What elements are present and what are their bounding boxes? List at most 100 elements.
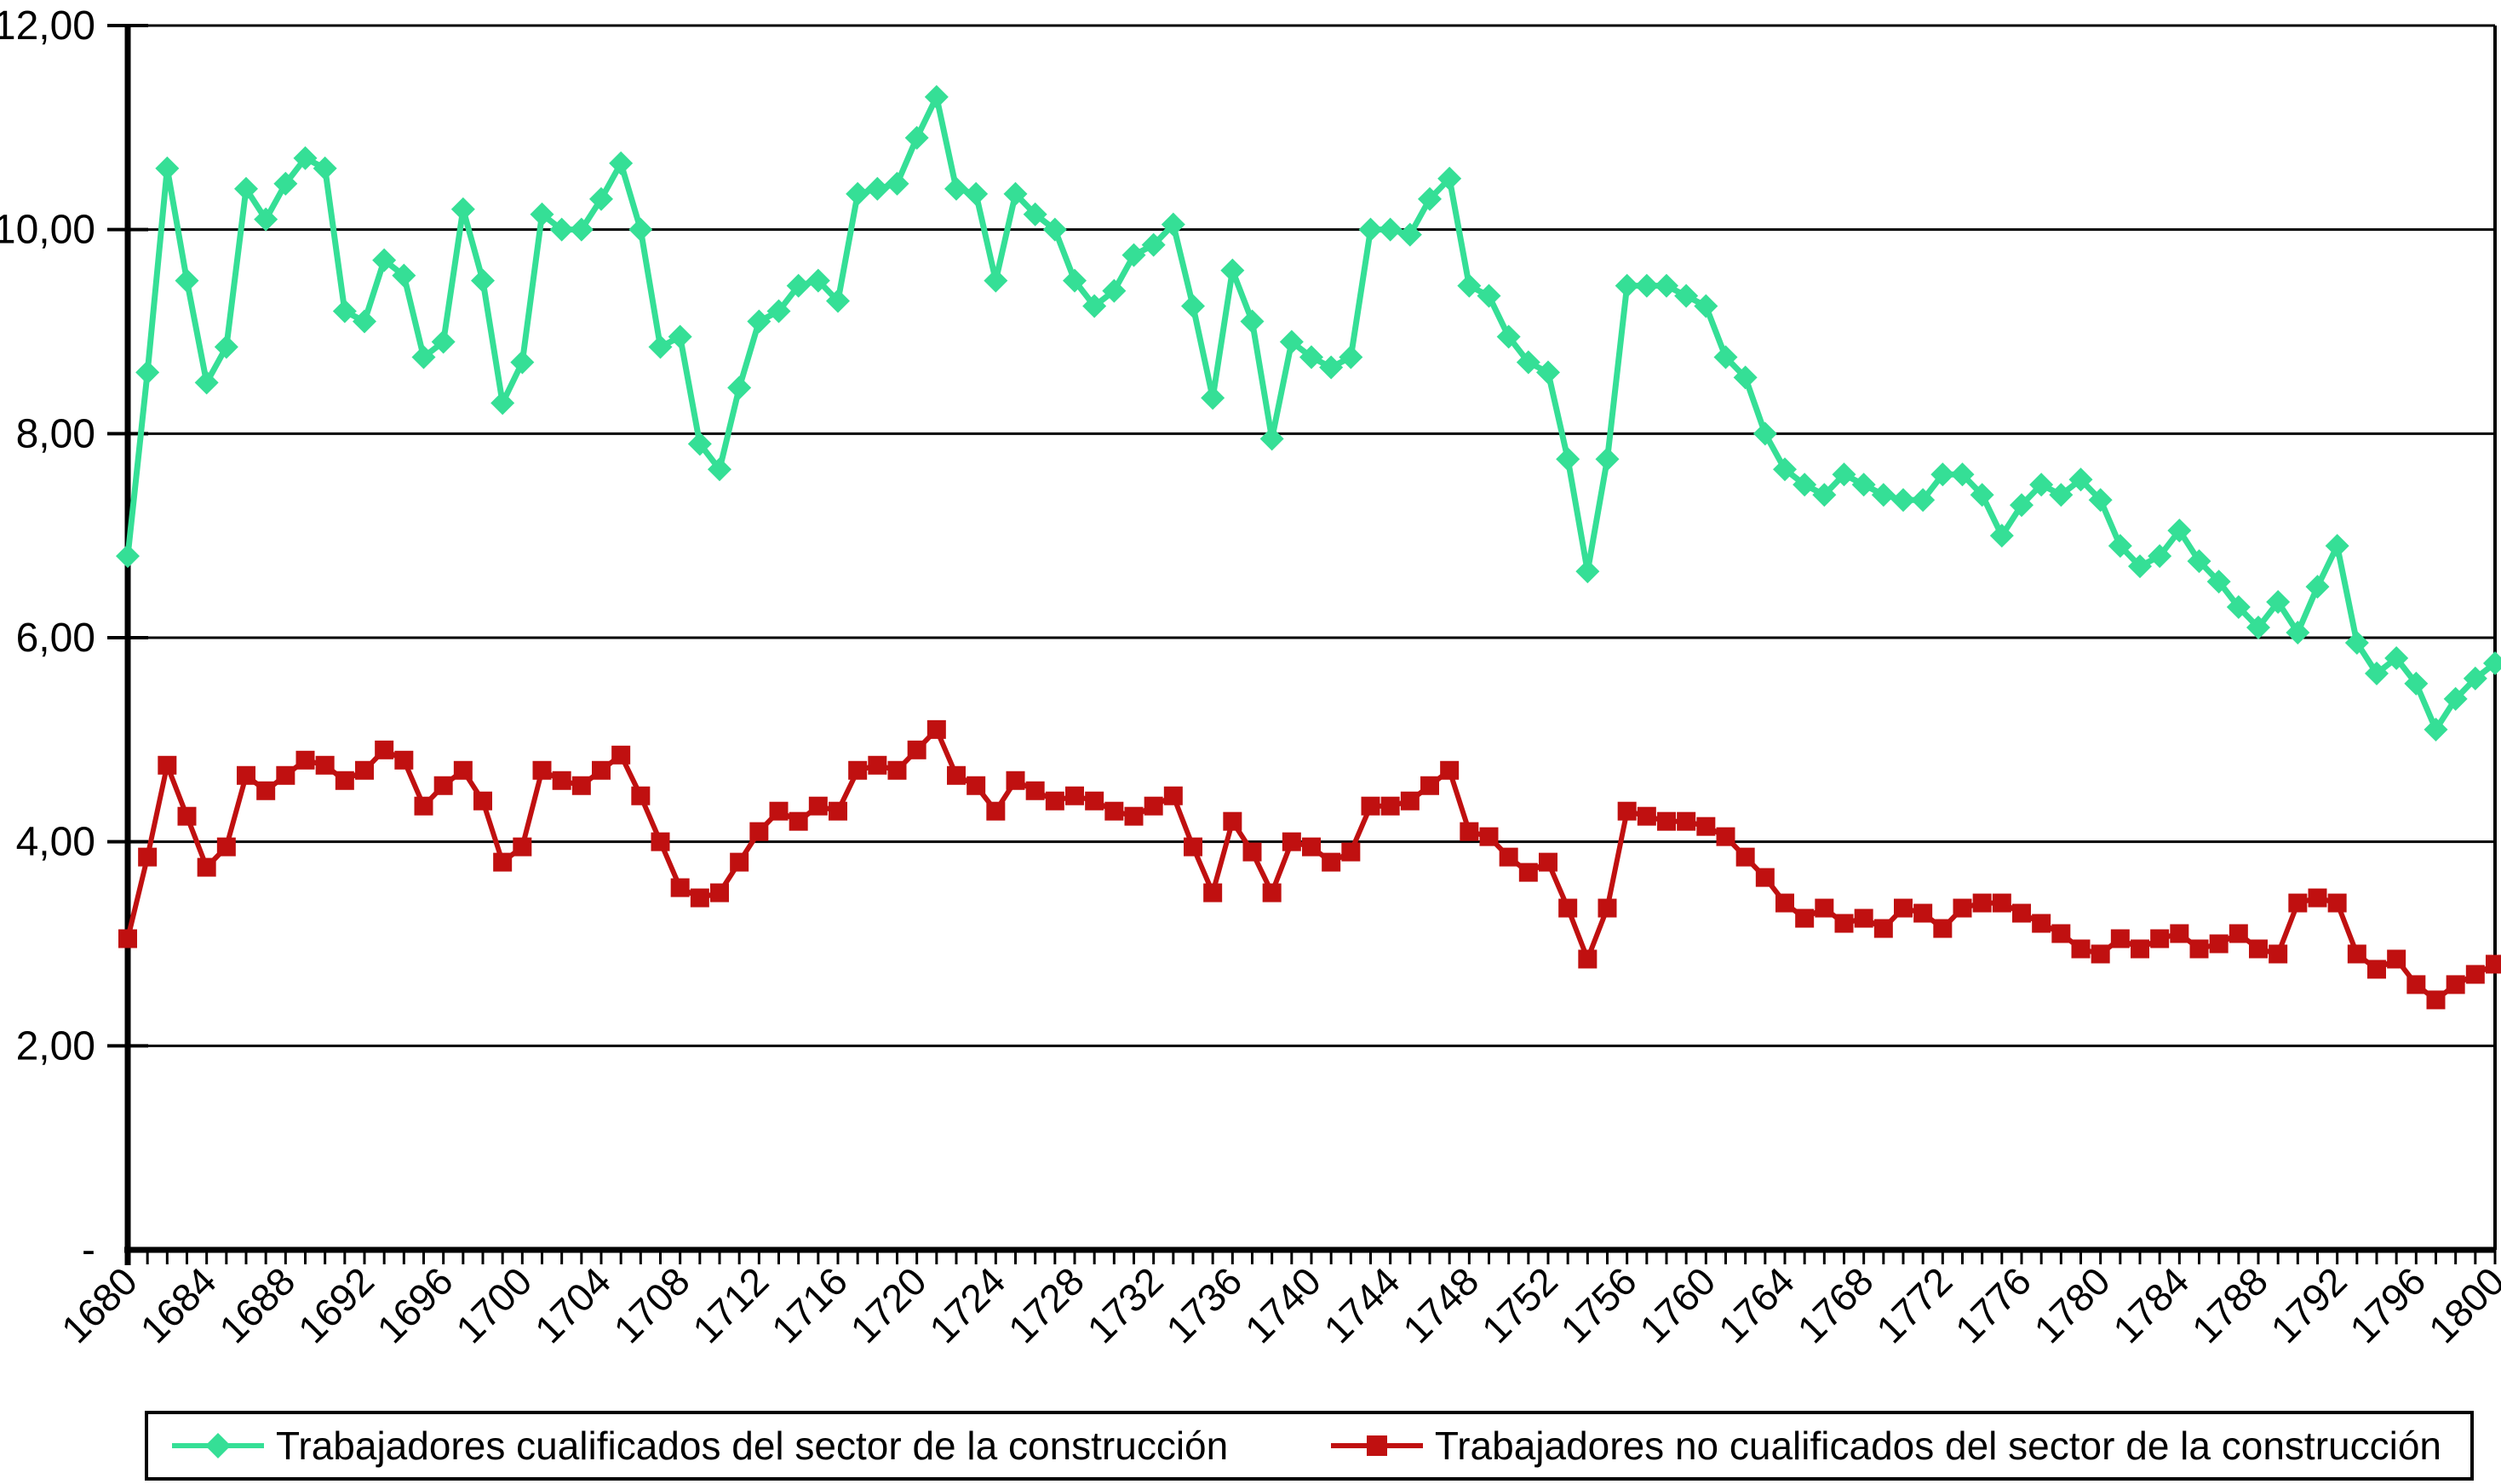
data-point-diamond <box>2483 650 2501 675</box>
data-point-diamond <box>1694 294 1718 318</box>
y-tick-label: 8,00 <box>16 411 95 456</box>
data-point-square <box>887 760 907 780</box>
data-point-square <box>197 857 216 877</box>
legend-label-no-cualificados: Trabajadores no cualificados del sector … <box>1434 1424 2441 1468</box>
data-point-diamond <box>1536 360 1560 385</box>
data-point-square <box>2347 944 2366 964</box>
data-point-square <box>513 837 532 857</box>
data-point-square <box>2269 944 2288 964</box>
x-tick-label: 1792 <box>2263 1258 2355 1351</box>
data-point-diamond <box>944 176 968 201</box>
data-point-square <box>1716 827 1735 846</box>
data-point-square <box>276 765 295 785</box>
data-point-square <box>2229 924 2248 943</box>
data-point-square <box>1578 949 1598 969</box>
data-point-square <box>1815 898 1834 918</box>
data-point-square <box>1223 811 1242 831</box>
data-point-square <box>1322 852 1341 872</box>
data-point-square <box>216 837 236 857</box>
y-tick-label: 2,00 <box>16 1023 95 1069</box>
data-point-diamond <box>2266 590 2291 615</box>
data-point-square <box>631 786 651 805</box>
data-point-diamond <box>984 268 1008 293</box>
data-point-square <box>749 822 769 841</box>
data-point-square <box>1163 786 1183 805</box>
data-point-square <box>1499 847 1518 867</box>
x-axis-labels: 1680168416881692169617001704170817121716… <box>53 1258 2501 1351</box>
data-point-square <box>2387 949 2406 969</box>
data-point-square <box>335 771 354 790</box>
data-point-diamond <box>1674 284 1699 308</box>
x-tick-label: 1704 <box>526 1258 619 1351</box>
x-tick-label: 1716 <box>763 1258 856 1351</box>
data-point-square <box>532 760 552 780</box>
data-point-square <box>1341 842 1361 862</box>
data-point-square <box>2150 929 2170 948</box>
data-point-square <box>611 745 631 765</box>
data-point-square <box>355 760 374 780</box>
data-point-diamond <box>1161 212 1185 237</box>
data-point-diamond <box>786 273 811 298</box>
data-point-diamond <box>589 186 613 211</box>
data-point-diamond <box>747 309 772 334</box>
data-point-square <box>1144 796 1163 816</box>
data-point-diamond <box>924 84 949 109</box>
data-point-diamond <box>135 360 160 385</box>
data-point-diamond <box>2305 575 2330 599</box>
data-point-diamond <box>1871 483 1896 507</box>
data-point-square <box>1677 811 1696 831</box>
data-point-diamond <box>2088 488 2113 513</box>
data-point-diamond <box>234 176 258 201</box>
data-point-diamond <box>1516 350 1540 375</box>
x-tick-label: 1788 <box>2183 1258 2276 1351</box>
data-point-square <box>2170 924 2189 943</box>
data-point-square <box>1795 908 1815 928</box>
data-point-square <box>1104 801 1124 821</box>
data-point-square <box>414 796 433 816</box>
data-point-square <box>433 776 453 795</box>
data-point-square <box>986 801 1006 821</box>
data-point-square <box>1617 801 1637 821</box>
data-point-square <box>1400 791 1420 811</box>
data-point-square <box>2110 929 2130 948</box>
x-tick-label: 1732 <box>1079 1258 1172 1351</box>
data-point-diamond <box>2365 661 2389 685</box>
data-point-diamond <box>964 181 989 206</box>
legend-item-no-cualificados: Trabajadores no cualificados del sector … <box>1329 1423 2441 1469</box>
data-point-diamond <box>687 432 712 456</box>
series-line <box>125 726 2497 1003</box>
x-tick-label: 1748 <box>1394 1258 1487 1351</box>
data-point-diamond <box>1042 217 1067 242</box>
data-point-diamond <box>2226 595 2251 620</box>
data-point-square <box>789 811 808 831</box>
data-point-square <box>1755 868 1775 887</box>
data-point-diamond <box>2246 616 2270 640</box>
data-point-diamond <box>1082 294 1107 318</box>
data-point-diamond <box>1752 421 1777 446</box>
data-point-square <box>1045 791 1064 811</box>
data-point-diamond <box>254 207 278 232</box>
data-point-diamond <box>2108 534 2132 559</box>
x-tick-label: 1696 <box>369 1258 462 1351</box>
data-point-diamond <box>826 289 850 313</box>
data-point-square <box>1913 903 1933 923</box>
x-tick-label: 1684 <box>132 1258 225 1351</box>
data-point-square <box>1598 898 1617 918</box>
data-point-square <box>453 760 473 780</box>
data-point-diamond <box>904 125 929 150</box>
data-point-square <box>256 781 276 800</box>
data-point-square <box>1440 760 1460 780</box>
x-tick-label: 1744 <box>1316 1258 1408 1351</box>
data-point-diamond <box>1220 258 1245 283</box>
data-point-diamond <box>1397 222 1422 247</box>
data-point-square <box>947 765 966 785</box>
data-point-diamond <box>1556 447 1580 472</box>
data-point-square <box>2071 939 2091 959</box>
y-tick-label: 10,00 <box>0 208 95 253</box>
data-point-diamond <box>1496 324 1521 349</box>
x-tick-label: 1728 <box>1000 1258 1093 1351</box>
data-point-diamond <box>2148 544 2172 569</box>
data-point-square <box>2032 914 2051 933</box>
data-point-diamond <box>1003 181 1028 206</box>
data-point-diamond <box>1851 473 1876 497</box>
